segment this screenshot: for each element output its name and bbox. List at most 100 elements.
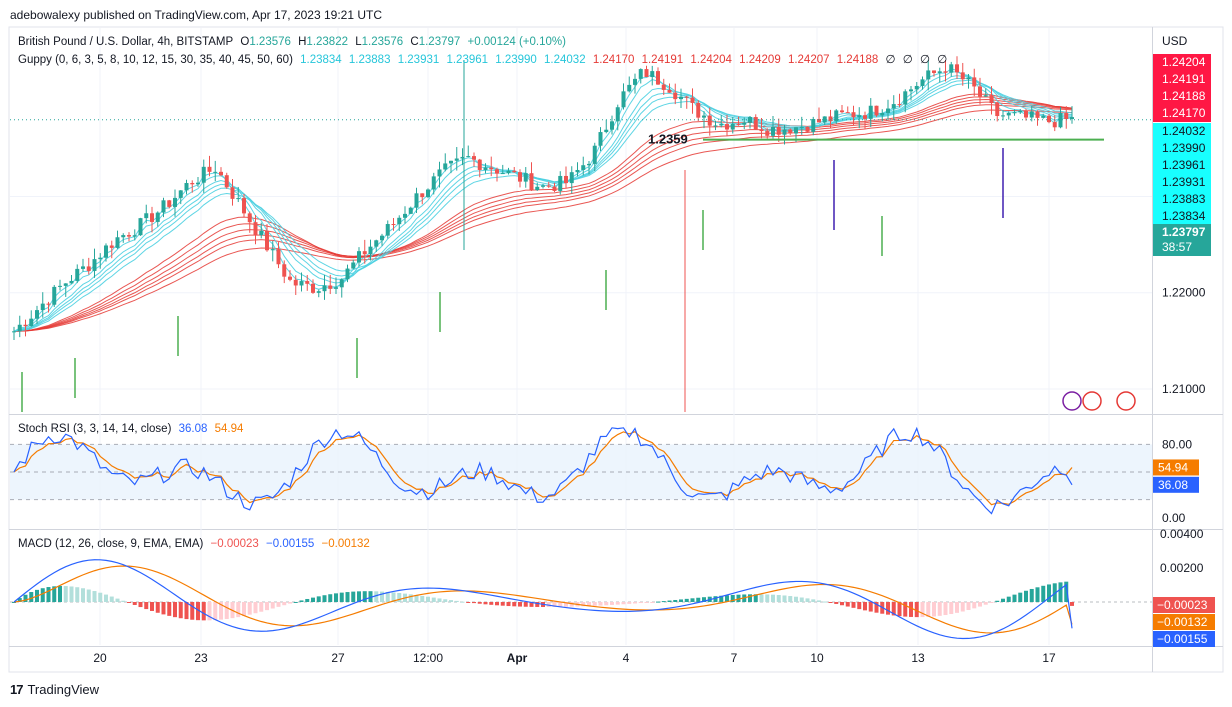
macd-hist-bar [592, 602, 597, 606]
macd-hist-bar [1052, 583, 1057, 602]
candle-body [535, 186, 540, 191]
macd-hist-bar [311, 597, 315, 602]
candle-body [52, 286, 57, 305]
candle-body [288, 276, 292, 280]
macd-hist-bar [679, 599, 683, 602]
candle-body [805, 126, 810, 132]
macd-hist-bar [86, 589, 91, 602]
candle-body [696, 102, 701, 118]
candle-body [529, 173, 534, 191]
macd-hist-bar [1024, 590, 1028, 602]
guppy-slow-line [13, 104, 1073, 332]
price-tag-text: 1.23961 [1162, 158, 1206, 172]
candle-body [155, 212, 160, 222]
price-tick-label: 1.21000 [1162, 382, 1206, 396]
stoch-rsi-k-value: 36.08 [178, 423, 208, 435]
macd-hist-bar [615, 602, 620, 605]
macd-hist-bar [759, 594, 764, 602]
macd-hist-bar [426, 596, 430, 602]
guppy-null-value: ∅ [885, 54, 896, 66]
candle-body [1047, 115, 1051, 123]
candle-body [63, 283, 68, 286]
time-tick-label: 7 [731, 651, 738, 665]
macd-hist-bar [771, 594, 775, 602]
guppy-fast-value: 1.23834 [300, 54, 342, 66]
candle-body [932, 70, 936, 73]
macd-hist-bar [259, 602, 264, 612]
guppy-fast-tag [1153, 208, 1211, 225]
candle-body [115, 237, 120, 248]
macd-hist-bar [897, 602, 902, 617]
macd-hist-bar [978, 602, 982, 607]
candle-body [1058, 113, 1063, 128]
macd-hist-bar [972, 602, 977, 609]
candle-body [449, 160, 453, 164]
candle-body [581, 165, 586, 170]
macd-hist-bar [460, 601, 465, 603]
macd-hist-bar [276, 602, 281, 607]
rsi-k-tag [1153, 476, 1199, 493]
candle-body [104, 245, 108, 258]
candle-body [403, 213, 407, 218]
chart-frame [8, 26, 1224, 673]
macd-hist-bar [213, 602, 218, 621]
candle-body [86, 266, 91, 271]
macd-hist-bar [334, 593, 338, 602]
macd-hist-bar [201, 602, 206, 621]
macd-hist-bar [650, 602, 655, 603]
candle-body [541, 185, 545, 187]
macd-hist-bar [886, 602, 890, 615]
macd-hist-bar [368, 591, 373, 602]
macd-hist-bar [903, 602, 908, 617]
candle-body [351, 262, 356, 269]
stoch-rsi-legend: Stoch RSI (3, 3, 14, 14, close) 36.08 54… [18, 423, 247, 435]
macd-tick-label: 0.00400 [1160, 527, 1204, 541]
guppy-null-value: ∅ [937, 54, 948, 66]
candle-body [782, 129, 787, 135]
macd-hist-bar [500, 602, 505, 606]
candle-body [12, 331, 16, 333]
macd-hist-bar [184, 602, 189, 620]
macd-hist-bar [288, 602, 292, 604]
candle-body [1001, 115, 1005, 117]
candle-body [276, 249, 281, 265]
macd-hist-bar [748, 594, 752, 602]
candle-body [799, 126, 804, 128]
candle-body [512, 170, 517, 173]
candle-body [460, 156, 465, 159]
tradingview-footer[interactable]: 17 TradingView [10, 682, 99, 697]
candle-body [362, 251, 367, 255]
macd-hist-bar [178, 602, 183, 619]
macd-hist-bar [52, 586, 57, 602]
time-tick-label: 4 [623, 651, 630, 665]
candle-body [564, 175, 568, 184]
rsi-tick-label: 80.00 [1162, 437, 1192, 451]
candle-body [293, 279, 298, 286]
macd-hist-bar [621, 602, 626, 605]
macd-hist-bar [817, 600, 821, 602]
candle-body [138, 218, 143, 236]
candle-body [920, 79, 925, 86]
macd-hist-bar [776, 595, 781, 602]
candle-body [868, 105, 873, 119]
candle-body [834, 110, 839, 122]
candle-body [822, 116, 827, 123]
candle-body [127, 235, 131, 237]
candle-body [811, 118, 816, 132]
candles [12, 56, 1074, 341]
candle-body [742, 122, 747, 125]
macd-hist-bar [431, 597, 436, 602]
guppy-fast-tag [1153, 174, 1211, 191]
macd-hist-bar [955, 602, 959, 613]
candle-body [81, 266, 85, 269]
macd-hist-bar [69, 586, 74, 602]
candle-body [230, 187, 235, 199]
macd-hist-bar [489, 602, 494, 605]
price-tag-text: 1.23990 [1162, 141, 1206, 155]
candle-body [523, 173, 528, 182]
macd-hist-bar [472, 602, 476, 604]
macd-hist-bar [868, 602, 873, 612]
macd-hist-bar [805, 598, 810, 602]
macd-hist-bar [98, 592, 103, 602]
